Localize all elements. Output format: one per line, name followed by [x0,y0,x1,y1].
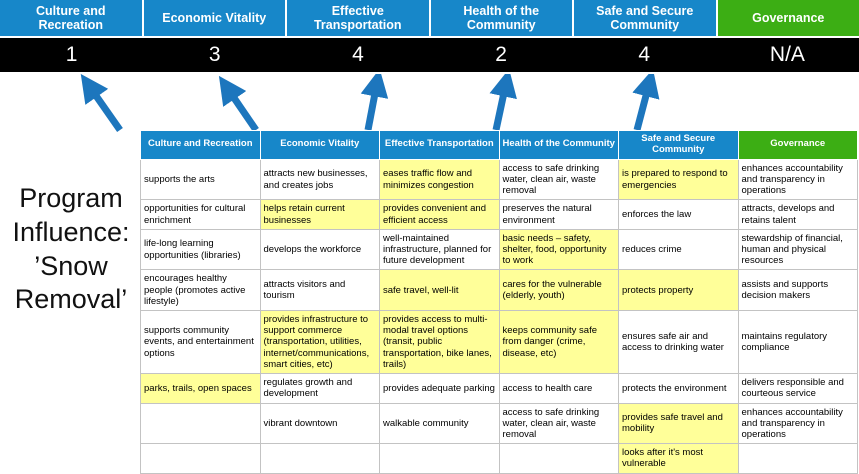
score-row: 1 3 4 2 4 N/A [0,38,859,72]
table-row: looks after it's most vulnerable [141,444,858,473]
table-cell: looks after it's most vulnerable [619,444,739,473]
column-header-4: Safe and Secure Community [619,131,739,160]
arrow-up-icon [230,92,256,130]
table-row: encourages healthy people (promotes acti… [141,270,858,311]
score-arrows [0,74,859,132]
pillar-header-safety: Safe and Secure Community [574,0,716,36]
table-cell: vibrant downtown [260,403,380,444]
table-cell: provides infrastructure to support comme… [260,311,380,374]
table-cell: keeps community safe from danger (crime,… [499,311,619,374]
table-cell: walkable community [380,403,500,444]
arrow-up-icon [92,90,120,130]
table-cell: provides safe travel and mobility [619,403,739,444]
arrow-up-icon [637,88,648,130]
column-header-0: Culture and Recreation [141,131,261,160]
table-cell: attracts, develops and retains talent [738,200,858,229]
table-cell: encourages healthy people (promotes acti… [141,270,261,311]
pillar-score-culture: 1 [0,38,143,72]
table-cell: life-long learning opportunities (librar… [141,229,261,270]
pillar-header-transportation: Effective Transportation [287,0,429,36]
pillar-header-row: Culture and Recreation Economic Vitality… [0,0,859,36]
table-cell: provides adequate parking [380,374,500,403]
table-cell: parks, trails, open spaces [141,374,261,403]
table-cell: enforces the law [619,200,739,229]
table-cell: access to safe drinking water, clean air… [499,403,619,444]
table-cell: supports the arts [141,159,261,200]
table-cell: reduces crime [619,229,739,270]
pillar-header-economic: Economic Vitality [144,0,286,36]
table-cell: provides access to multi-modal travel op… [380,311,500,374]
pillar-score-health: 2 [430,38,573,72]
table-cell: protects property [619,270,739,311]
table-cell: supports community events, and entertain… [141,311,261,374]
table-cell: ensures safe air and access to drinking … [619,311,739,374]
table-row: life-long learning opportunities (librar… [141,229,858,270]
table-cell [141,403,261,444]
table-cell: attracts visitors and tourism [260,270,380,311]
table-cell: develops the workforce [260,229,380,270]
table-cell: provides convenient and efficient access [380,200,500,229]
table-cell: access to health care [499,374,619,403]
table-cell: assists and supports decision makers [738,270,858,311]
pillar-header-health: Health of the Community [431,0,573,36]
table-cell [141,444,261,473]
column-header-2: Effective Transportation [380,131,500,160]
table-cell: delivers responsible and courteous servi… [738,374,858,403]
table-cell: maintains regulatory compliance [738,311,858,374]
table-cell: preserves the natural environment [499,200,619,229]
table-cell: attracts new businesses, and creates job… [260,159,380,200]
arrow-up-icon [368,88,376,130]
table-cell: safe travel, well-lit [380,270,500,311]
table-cell [260,444,380,473]
table-cell: enhances accountability and transparency… [738,403,858,444]
table-cell: eases traffic flow and minimizes congest… [380,159,500,200]
table-row: supports community events, and entertain… [141,311,858,374]
table-cell: stewardship of financial, human and phys… [738,229,858,270]
pillar-score-transportation: 4 [286,38,429,72]
table-cell [380,444,500,473]
column-header-5: Governance [738,131,858,160]
pillar-header-culture: Culture and Recreation [0,0,142,36]
table-cell: regulates growth and development [260,374,380,403]
table-cell [499,444,619,473]
table-cell: basic needs – safety, shelter, food, opp… [499,229,619,270]
pillar-score-governance: N/A [716,38,859,72]
pillar-score-economic: 3 [143,38,286,72]
table-cell: helps retain current businesses [260,200,380,229]
table-cell: opportunities for cultural enrichment [141,200,261,229]
table-cell: enhances accountability and transparency… [738,159,858,200]
column-header-3: Health of the Community [499,131,619,160]
pillar-score-safety: 4 [573,38,716,72]
table-cell: access to safe drinking water, clean air… [499,159,619,200]
table-cell [738,444,858,473]
program-title: Program Influence: ’Snow Removal’ [0,182,142,317]
table-cell: well-maintained infrastructure, planned … [380,229,500,270]
arrow-up-icon [496,88,505,130]
table-cell: is prepared to respond to emergencies [619,159,739,200]
table-cell: protects the environment [619,374,739,403]
pillar-header-governance: Governance [718,0,859,36]
column-header-1: Economic Vitality [260,131,380,160]
table-cell: cares for the vulnerable (elderly, youth… [499,270,619,311]
